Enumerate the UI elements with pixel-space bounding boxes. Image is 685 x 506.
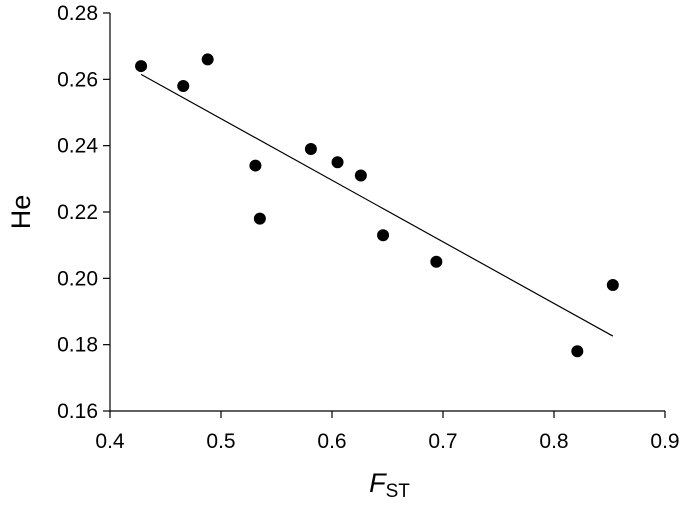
y-tick-label: 0.24	[57, 135, 98, 158]
x-axis-title-main: F	[369, 468, 387, 498]
y-tick-label: 0.28	[57, 2, 98, 25]
y-axis-title: He	[6, 195, 36, 230]
data-point	[253, 212, 266, 225]
data-point	[606, 278, 619, 291]
x-axis-title: FST	[369, 468, 410, 502]
x-tick-label: 0.6	[317, 430, 346, 453]
x-tick-label: 0.4	[95, 430, 125, 453]
data-point	[304, 142, 317, 155]
y-tick-label: 0.18	[57, 334, 98, 357]
y-tick-label: 0.20	[57, 267, 98, 290]
y-tick-label: 0.26	[57, 68, 98, 91]
x-tick-label: 0.5	[206, 430, 235, 453]
data-point	[177, 79, 190, 92]
x-ticks: 0.4 0.5 0.6 0.7 0.8 0.9	[95, 411, 680, 453]
x-tick-label: 0.7	[428, 430, 457, 453]
y-tick-label: 0.22	[57, 201, 98, 224]
data-point	[430, 255, 443, 268]
x-tick-label: 0.8	[539, 430, 568, 453]
data-point	[354, 169, 367, 182]
data-point	[201, 53, 214, 66]
data-point	[377, 229, 390, 242]
y-tick-label: 0.16	[57, 400, 98, 423]
data-points	[135, 53, 619, 358]
x-tick-label: 0.9	[650, 430, 679, 453]
x-axis-title-sub: ST	[386, 481, 411, 502]
trendline	[140, 73, 614, 337]
data-point	[331, 156, 344, 169]
data-point	[135, 60, 148, 73]
data-point	[249, 159, 262, 172]
data-point	[571, 345, 584, 358]
y-ticks: 0.16 0.18 0.20 0.22 0.24 0.26 0.28	[57, 2, 110, 423]
